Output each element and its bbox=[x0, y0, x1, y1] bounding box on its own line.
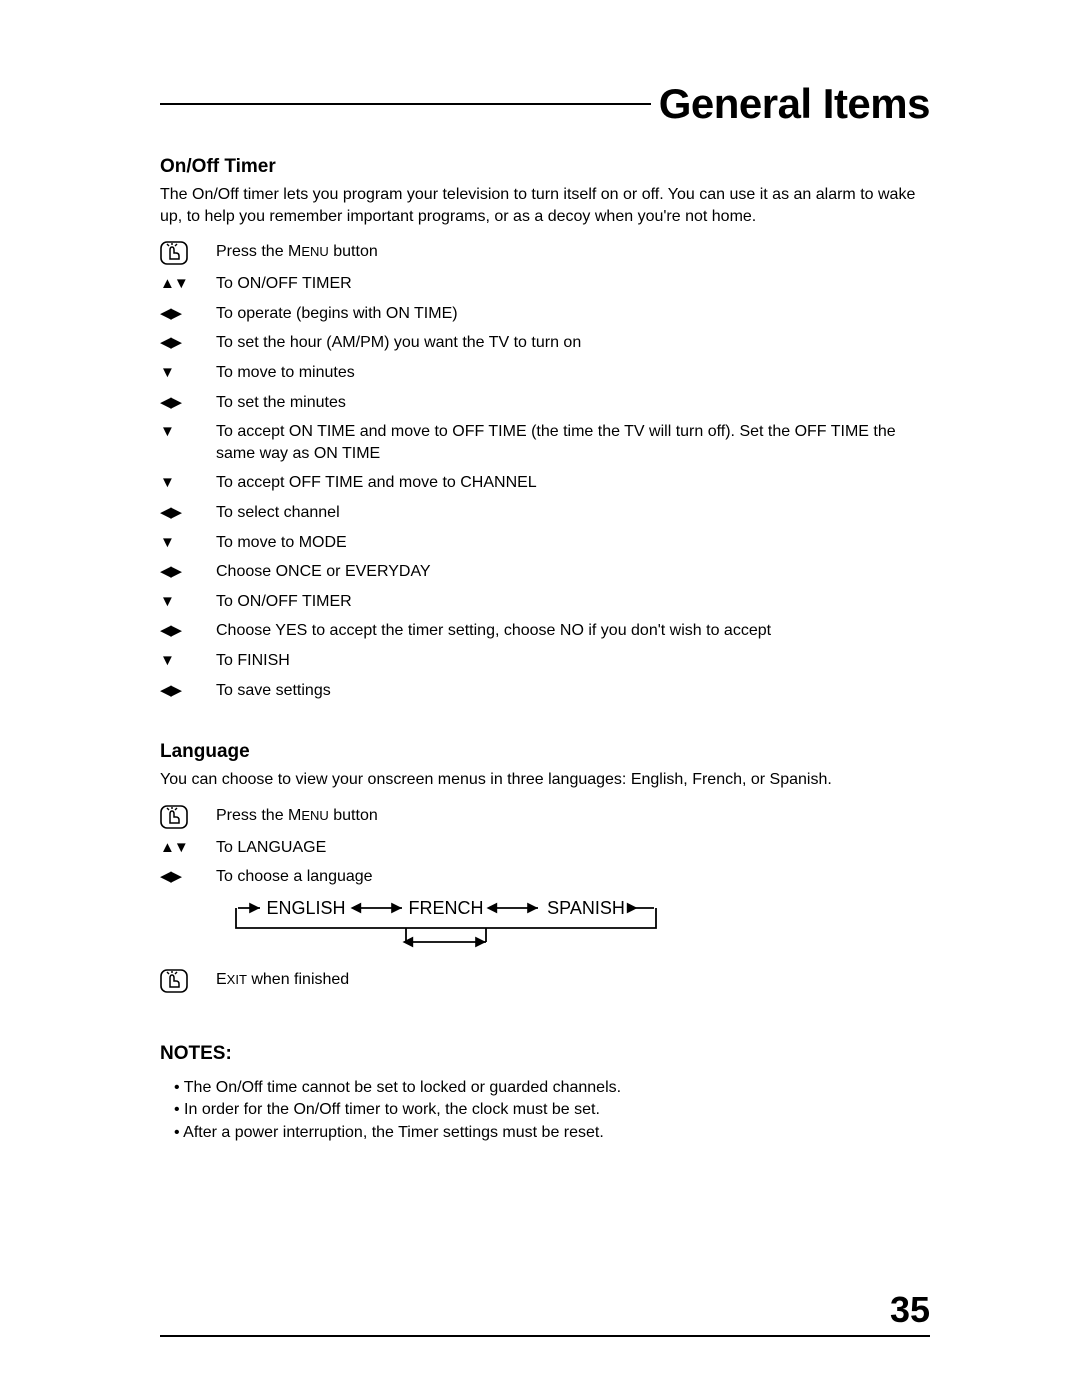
page-title: General Items bbox=[659, 80, 930, 128]
step-text: To select channel bbox=[216, 502, 930, 524]
down-icon: ▼ bbox=[160, 474, 174, 491]
step-icon-cell bbox=[160, 969, 216, 993]
leftright-icon: ◀▶ bbox=[160, 868, 181, 885]
step-icon-cell: ▼ bbox=[160, 472, 216, 493]
step-row: Press the MENU button bbox=[160, 241, 930, 265]
hand-press-icon bbox=[160, 241, 188, 265]
step-row: ◀▶ Choose ONCE or EVERYDAY bbox=[160, 561, 930, 583]
down-icon: ▼ bbox=[160, 534, 174, 551]
down-icon: ▼ bbox=[160, 652, 174, 669]
notes-list: The On/Off time cannot be set to locked … bbox=[160, 1077, 930, 1144]
leftright-icon: ◀▶ bbox=[160, 682, 181, 699]
step-icon-cell: ◀▶ bbox=[160, 680, 216, 701]
section-heading-language: Language bbox=[160, 741, 930, 763]
step-icon-cell: ▼ bbox=[160, 421, 216, 442]
step-text: Choose ONCE or EVERYDAY bbox=[216, 561, 930, 583]
step-row: ◀▶ To set the minutes bbox=[160, 392, 930, 414]
step-text: To ON/OFF TIMER bbox=[216, 591, 930, 613]
step-row: ▼ To FINISH bbox=[160, 650, 930, 672]
language-cycle-diagram: ENGLISH FRENCH SPANISH bbox=[216, 896, 930, 955]
step-text: To LANGUAGE bbox=[216, 837, 930, 859]
step-icon-cell: ▲▼ bbox=[160, 837, 216, 858]
hand-press-icon bbox=[160, 805, 188, 829]
updown-icon: ▲▼ bbox=[160, 275, 188, 292]
step-row: ◀▶ To operate (begins with ON TIME) bbox=[160, 303, 930, 325]
lang-diagram-label: FRENCH bbox=[409, 898, 484, 918]
footer-rule bbox=[160, 1335, 930, 1337]
leftright-icon: ◀▶ bbox=[160, 622, 181, 639]
final-step-row: EXIT when finished bbox=[160, 969, 930, 993]
leftright-icon: ◀▶ bbox=[160, 504, 181, 521]
step-row: ▲▼ To ON/OFF TIMER bbox=[160, 273, 930, 295]
step-row: ◀▶ To choose a language bbox=[160, 866, 930, 888]
step-icon-cell: ▼ bbox=[160, 650, 216, 671]
step-text: EXIT when finished bbox=[216, 969, 930, 991]
step-text: To save settings bbox=[216, 680, 930, 702]
section-heading-timer: On/Off Timer bbox=[160, 156, 930, 178]
step-icon-cell: ▼ bbox=[160, 591, 216, 612]
step-row: ▼ To move to minutes bbox=[160, 362, 930, 384]
manual-page: General Items On/Off Timer The On/Off ti… bbox=[0, 0, 1080, 1204]
step-row: ◀▶ To select channel bbox=[160, 502, 930, 524]
step-text: To choose a language bbox=[216, 866, 930, 888]
step-row: ◀▶ Choose YES to accept the timer setting… bbox=[160, 620, 930, 642]
step-row: ▲▼ To LANGUAGE bbox=[160, 837, 930, 859]
step-text: To set the hour (AM/PM) you want the TV … bbox=[216, 332, 930, 354]
step-icon-cell: ◀▶ bbox=[160, 620, 216, 641]
page-footer: 35 bbox=[160, 1289, 930, 1337]
leftright-icon: ◀▶ bbox=[160, 334, 181, 351]
step-text: To move to minutes bbox=[216, 362, 930, 384]
step-row: ▼ To ON/OFF TIMER bbox=[160, 591, 930, 613]
step-text: To FINISH bbox=[216, 650, 930, 672]
step-text: To accept ON TIME and move to OFF TIME (… bbox=[216, 421, 930, 464]
steps-list-language: Press the MENU button ▲▼ To LANGUAGE ◀▶ To c… bbox=[160, 805, 930, 888]
step-row: ◀▶ To set the hour (AM/PM) you want the T… bbox=[160, 332, 930, 354]
step-text: To move to MODE bbox=[216, 532, 930, 554]
step-icon-cell: ◀▶ bbox=[160, 332, 216, 353]
section-intro-language: You can choose to view your onscreen men… bbox=[160, 769, 930, 791]
step-icon-cell: ▼ bbox=[160, 362, 216, 383]
steps-list-timer: Press the MENU button ▲▼ To ON/OFF TIMER ◀▶… bbox=[160, 241, 930, 701]
notes-heading: NOTES: bbox=[160, 1043, 930, 1065]
section-intro-timer: The On/Off timer lets you program your t… bbox=[160, 184, 930, 227]
leftright-icon: ◀▶ bbox=[160, 394, 181, 411]
step-row: ▼ To accept ON TIME and move to OFF TIME … bbox=[160, 421, 930, 464]
step-icon-cell: ◀▶ bbox=[160, 502, 216, 523]
step-row: Press the MENU button bbox=[160, 805, 930, 829]
step-text: Press the MENU button bbox=[216, 241, 930, 263]
step-text: To set the minutes bbox=[216, 392, 930, 414]
step-text: To ON/OFF TIMER bbox=[216, 273, 930, 295]
step-icon-cell: ◀▶ bbox=[160, 866, 216, 887]
leftright-icon: ◀▶ bbox=[160, 563, 181, 580]
lang-diagram-label: ENGLISH bbox=[266, 898, 345, 918]
step-text: Choose YES to accept the timer setting, … bbox=[216, 620, 930, 642]
hand-press-icon bbox=[160, 969, 188, 993]
down-icon: ▼ bbox=[160, 364, 174, 381]
step-icon-cell: ◀▶ bbox=[160, 303, 216, 324]
step-row: EXIT when finished bbox=[160, 969, 930, 993]
down-icon: ▼ bbox=[160, 423, 174, 440]
step-text: To accept OFF TIME and move to CHANNEL bbox=[216, 472, 930, 494]
step-icon-cell: ◀▶ bbox=[160, 561, 216, 582]
step-icon-cell bbox=[160, 241, 216, 265]
step-icon-cell: ◀▶ bbox=[160, 392, 216, 413]
step-icon-cell bbox=[160, 805, 216, 829]
updown-icon: ▲▼ bbox=[160, 839, 188, 856]
step-row: ▼ To accept OFF TIME and move to CHANNEL bbox=[160, 472, 930, 494]
title-row: General Items bbox=[160, 80, 930, 128]
step-icon-cell: ▼ bbox=[160, 532, 216, 553]
down-icon: ▼ bbox=[160, 593, 174, 610]
note-item: The On/Off time cannot be set to locked … bbox=[174, 1077, 930, 1099]
step-text: Press the MENU button bbox=[216, 805, 930, 827]
page-number: 35 bbox=[160, 1289, 930, 1331]
leftright-icon: ◀▶ bbox=[160, 305, 181, 322]
note-item: After a power interruption, the Timer se… bbox=[174, 1122, 930, 1144]
step-row: ▼ To move to MODE bbox=[160, 532, 930, 554]
lang-diagram-label: SPANISH bbox=[547, 898, 625, 918]
step-row: ◀▶ To save settings bbox=[160, 680, 930, 702]
step-text: To operate (begins with ON TIME) bbox=[216, 303, 930, 325]
step-icon-cell: ▲▼ bbox=[160, 273, 216, 294]
title-rule bbox=[160, 103, 651, 105]
note-item: In order for the On/Off timer to work, t… bbox=[174, 1099, 930, 1121]
